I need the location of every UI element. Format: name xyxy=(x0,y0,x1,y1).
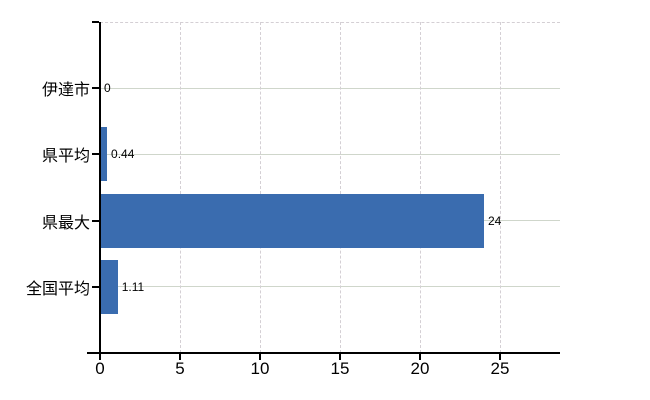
vertical-gridline xyxy=(499,22,501,353)
vertical-gridline xyxy=(339,22,341,353)
x-tick xyxy=(339,352,341,360)
y-tick xyxy=(92,219,99,222)
y-axis-category-label: 県平均 xyxy=(41,148,90,166)
y-axis xyxy=(99,22,101,355)
bar-value-label: 24 xyxy=(488,213,502,228)
x-tick xyxy=(99,352,101,360)
horizontal-gridline xyxy=(100,286,560,288)
bar-value-label: 0 xyxy=(104,81,111,96)
y-tick xyxy=(92,153,99,156)
bar xyxy=(100,259,118,314)
vertical-gridline xyxy=(259,22,261,353)
x-tick xyxy=(419,352,421,360)
x-tick-label: 25 xyxy=(490,359,510,378)
y-tick xyxy=(92,87,99,90)
x-tick-label: 10 xyxy=(250,359,270,378)
horizontal-gridline xyxy=(100,153,560,155)
bar-value-label: 0.44 xyxy=(111,147,135,162)
x-tick xyxy=(499,352,501,360)
y-axis-end-tick xyxy=(92,21,99,23)
vertical-gridline xyxy=(179,22,181,353)
x-tick-label: 20 xyxy=(410,359,430,378)
x-tick-label: 5 xyxy=(175,359,185,378)
x-tick xyxy=(259,352,261,360)
x-axis xyxy=(87,352,560,354)
x-tick xyxy=(179,352,181,360)
bar-value-label: 1.11 xyxy=(121,279,145,294)
x-tick-label: 0 xyxy=(95,359,105,378)
bar xyxy=(100,193,484,248)
bar xyxy=(100,127,108,182)
horizontal-gridline xyxy=(100,87,560,89)
plot-top-border xyxy=(100,21,560,23)
y-axis-category-label: 全国平均 xyxy=(25,280,90,298)
y-axis-category-label: 県最大 xyxy=(41,214,90,232)
y-tick xyxy=(92,285,99,288)
vertical-gridline xyxy=(419,22,421,353)
y-axis-category-label: 伊達市 xyxy=(41,82,90,100)
x-tick-label: 15 xyxy=(330,359,350,378)
